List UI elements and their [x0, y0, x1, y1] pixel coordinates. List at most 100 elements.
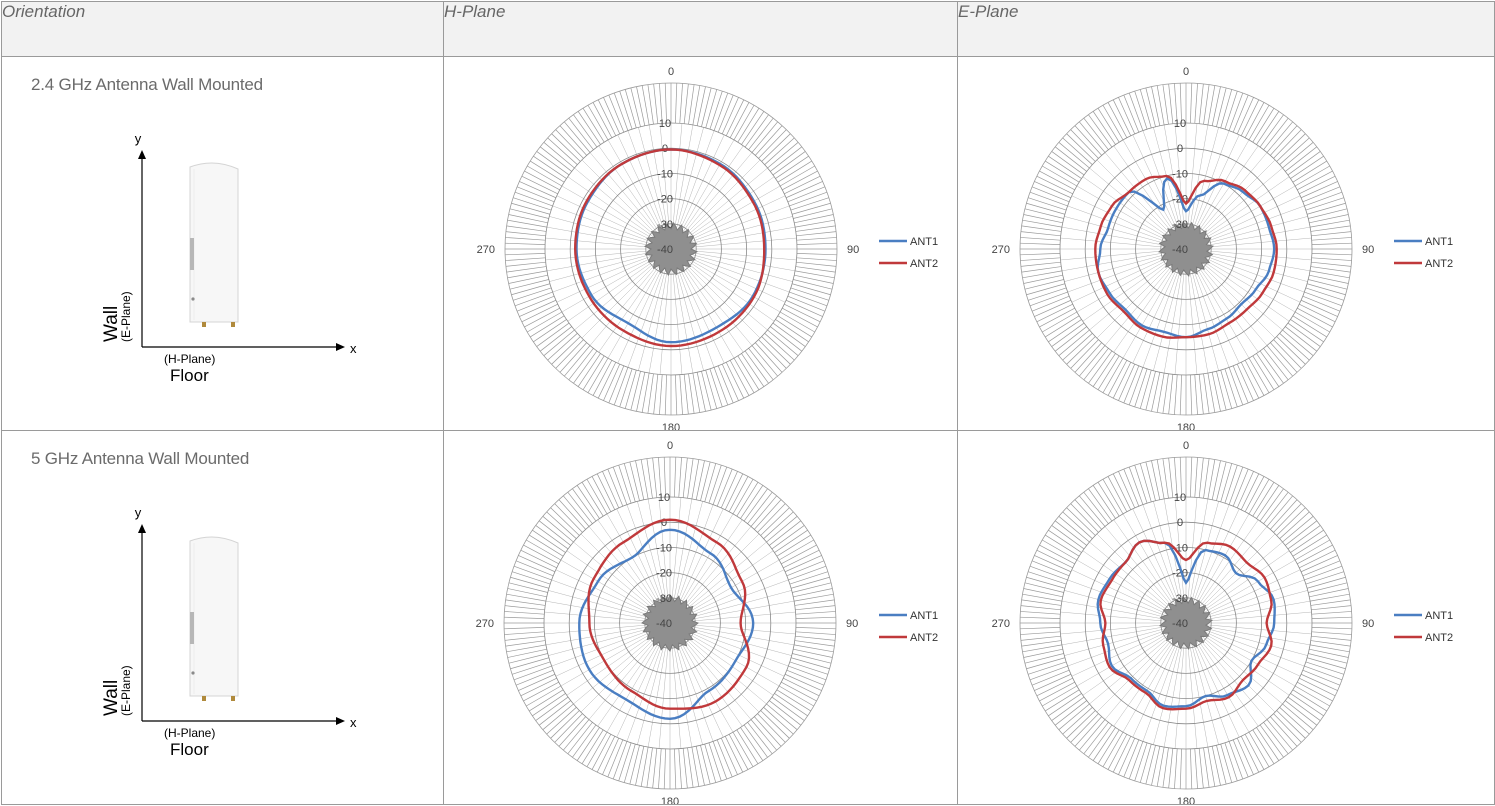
- center-noise-blob: [641, 594, 699, 652]
- radial-tick-label: -40: [1172, 244, 1188, 256]
- center-noise-blob: [1158, 221, 1214, 277]
- device-image: [189, 162, 239, 327]
- outer-hatch-band: [505, 83, 837, 415]
- orientation-title: 2.4 GHz Antenna Wall Mounted: [31, 75, 263, 94]
- angle-label: 0: [667, 440, 673, 452]
- radial-tick-label: -10: [657, 168, 673, 180]
- series-line-ant2: [1094, 174, 1278, 339]
- angle-label: 180: [661, 796, 679, 804]
- device-image: [189, 536, 239, 701]
- radial-tick-label: -30: [1172, 593, 1188, 605]
- orientation-cell: 5 GHz Antenna Wall Mounted y x: [1, 430, 444, 805]
- header-row: Orientation H-Plane E-Plane: [1, 1, 1495, 57]
- grid-rings: [1059, 496, 1313, 750]
- e-plane-cell: 10 0 -10 -20 -30 -40 0 90 180 270 ANT1 ANT2: [957, 430, 1495, 805]
- radial-tick-label: 0: [661, 517, 667, 529]
- series-line-ant1: [1096, 539, 1276, 709]
- radial-tick-label: -30: [1172, 219, 1188, 231]
- radial-tick-label: 10: [659, 118, 671, 130]
- legend-label: ANT1: [910, 236, 938, 248]
- table-row: 5 GHz Antenna Wall Mounted y x: [1, 430, 1495, 805]
- radial-tick-label: 10: [1174, 492, 1186, 504]
- radial-tick-label: -20: [656, 568, 672, 580]
- header-e-plane: E-Plane: [957, 1, 1495, 57]
- x-axis-label: x: [350, 715, 357, 730]
- angle-label: 180: [1177, 422, 1195, 430]
- angle-label: 90: [846, 618, 858, 630]
- radial-tick-label: -20: [657, 194, 673, 206]
- center-noise-blob: [1159, 596, 1213, 650]
- polar-chart-h-plane-5ghz: 10 0 -10 -20 -30 -40 0 90 180 270 ANT1 ANT2: [476, 440, 938, 804]
- legend-label: ANT2: [910, 258, 938, 270]
- legend-label: ANT1: [910, 610, 938, 622]
- angle-label: 270: [477, 244, 495, 256]
- outer-hatch-band: [1020, 83, 1352, 415]
- radial-tick-label: -10: [656, 542, 672, 554]
- wall-label: Wall: [101, 680, 122, 716]
- angle-label: 270: [992, 244, 1010, 256]
- series-line-ant1: [578, 528, 755, 721]
- angle-label: 180: [662, 422, 680, 430]
- outer-hatch-band: [1020, 457, 1352, 789]
- h-plane-cell: 10 0 -10 -20 -30 -40 0 90 180 270 ANT1 ANT2: [443, 56, 958, 431]
- legend-label: ANT2: [910, 632, 938, 644]
- outer-ring: [504, 82, 838, 416]
- angle-label: 270: [476, 618, 494, 630]
- axes: [138, 150, 345, 351]
- floor-plane-label: (H-Plane): [164, 352, 215, 366]
- x-axis-label: x: [350, 341, 357, 356]
- angle-label: 90: [1362, 618, 1374, 630]
- outer-ring: [503, 456, 837, 790]
- angle-label: 90: [1362, 244, 1374, 256]
- wall-plane-label: (E-Plane): [119, 665, 133, 716]
- orientation-title: 5 GHz Antenna Wall Mounted: [31, 449, 250, 468]
- h-plane-cell: 10 0 -10 -20 -30 -40 0 90 180 270 ANT1 ANT2: [443, 430, 958, 805]
- angle-label: 0: [1183, 66, 1189, 78]
- radial-tick-label: 0: [1177, 143, 1183, 155]
- y-axis-label: y: [135, 505, 142, 520]
- radial-tick-label: -30: [657, 219, 673, 231]
- center-noise-blob: [644, 222, 698, 276]
- floor-label: Floor: [170, 366, 209, 385]
- radial-tick-label: -10: [1172, 168, 1188, 180]
- angle-label: 90: [847, 244, 859, 256]
- wall-plane-label: (E-Plane): [119, 291, 133, 342]
- wall-mount-diagram: y x Wall (E-Plane) (H-Plane) Floor: [101, 505, 357, 759]
- radial-tick-label: 10: [658, 492, 670, 504]
- radial-tick-label: -30: [656, 593, 672, 605]
- series-line-ant2: [573, 148, 766, 348]
- radial-tick-label: -40: [656, 618, 672, 630]
- radial-tick-label: 10: [1174, 118, 1186, 130]
- outer-hatch-band: [504, 457, 836, 789]
- radial-tick-label: -40: [657, 244, 673, 256]
- legend-label: ANT1: [1425, 610, 1453, 622]
- series-line-ant1: [575, 148, 767, 344]
- grid-rings: [544, 122, 798, 376]
- floor-plane-label: (H-Plane): [164, 726, 215, 740]
- header-h-plane: H-Plane: [443, 1, 958, 57]
- series-line-ant2: [1099, 539, 1273, 711]
- table-row: 2.4 GHz Antenna Wall Mounted y: [1, 56, 1495, 431]
- legend-label: ANT2: [1425, 632, 1453, 644]
- y-axis-label: y: [135, 131, 142, 146]
- angle-label: 0: [1183, 440, 1189, 452]
- outer-ring: [1019, 456, 1353, 790]
- orientation-cell: 2.4 GHz Antenna Wall Mounted y: [1, 56, 444, 431]
- grid-rings: [1059, 122, 1313, 376]
- radial-tick-label: -40: [1172, 618, 1188, 630]
- outer-ring: [1019, 82, 1353, 416]
- wall-label: Wall: [101, 306, 122, 342]
- header-orientation: Orientation: [1, 1, 444, 57]
- legend-label: ANT2: [1425, 258, 1453, 270]
- e-plane-cell: 10 0 -10 -20 -30 -40 0 90 180 270 ANT1 ANT2: [957, 56, 1495, 431]
- floor-label: Floor: [170, 740, 209, 759]
- wall-mount-diagram: y x Wall (E-Plane) (H-Plane) Floor: [101, 131, 357, 385]
- angle-label: 0: [668, 66, 674, 78]
- angle-label: 180: [1177, 796, 1195, 804]
- angle-label: 270: [992, 618, 1010, 630]
- series-line-ant2: [587, 518, 751, 710]
